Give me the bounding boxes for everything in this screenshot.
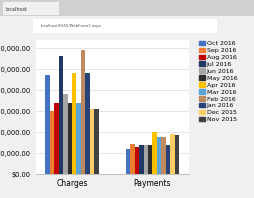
Bar (89, 109, 94, 174)
Bar (94, 109, 98, 174)
Text: localhost/5555/WebForm1.aspx: localhost/5555/WebForm1.aspx (41, 24, 102, 28)
Bar (0, 0, 254, 16)
Bar (58, 56, 63, 174)
Bar (169, 134, 174, 174)
Legend: Oct 2016, Sep 2016, Aug 2016, Jul 2016, Jun 2016, May 2016, Apr 2016, Mar 2016, : Oct 2016, Sep 2016, Aug 2016, Jul 2016, … (197, 40, 237, 123)
Bar (3, 2, 58, 15)
Bar (67, 103, 72, 174)
Bar (81, 50, 85, 174)
Bar (125, 149, 130, 174)
Bar (139, 145, 143, 174)
Bar (63, 94, 67, 174)
Bar (161, 137, 165, 174)
Bar (174, 135, 178, 174)
Bar (148, 145, 152, 174)
Bar (143, 145, 148, 174)
Bar (165, 145, 169, 174)
Bar (85, 73, 89, 174)
Bar (33, 19, 216, 33)
Bar (45, 75, 50, 174)
Bar (134, 147, 139, 174)
Bar (156, 137, 161, 174)
Bar (130, 144, 134, 174)
Bar (152, 132, 156, 174)
Bar (50, 111, 54, 174)
Bar (72, 73, 76, 174)
Text: localhost: localhost (5, 8, 27, 12)
Bar (76, 103, 81, 174)
Bar (54, 103, 58, 174)
